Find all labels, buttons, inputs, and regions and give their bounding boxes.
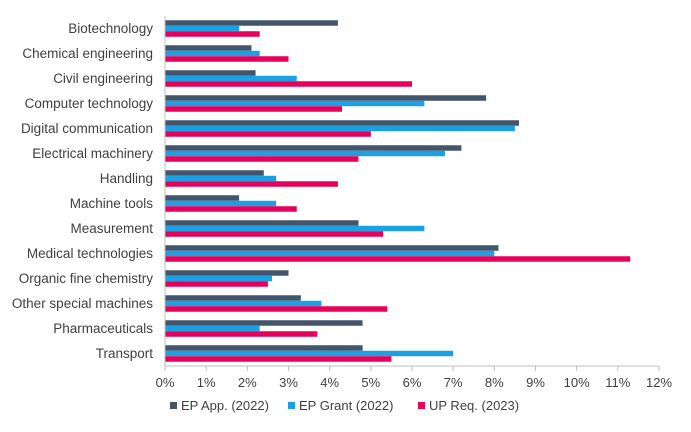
bar-3-4 [165,106,343,112]
x-tick-label: 7% [444,375,463,390]
x-tick-label: 12% [646,375,672,390]
category-labels: Biotechnology Chemical engineering Civil e… [12,21,153,361]
bar-2-11 [165,275,273,282]
legend-label: EP Grant (2022) [299,398,393,413]
bar-1-9 [165,220,359,226]
x-tick-label: 5% [361,375,380,390]
category-label: Computer technology [25,96,154,111]
bar-2-7 [165,175,277,182]
bar-3-3 [165,81,412,87]
bars-group [165,20,631,362]
category-label: Handling [100,171,153,186]
bar-1-11 [165,270,289,276]
bar-2-9 [165,225,425,232]
bar-2-14 [165,350,454,357]
bar-1-2 [165,45,252,51]
x-tick-label: 3% [279,375,298,390]
category-label: Other special machines [12,296,153,311]
category-label: Medical technologies [27,246,153,261]
category-label: Transport [96,346,154,361]
x-tick-label: 2% [238,375,257,390]
category-label: Digital communication [21,121,153,136]
category-label: Electrical machinery [32,146,153,161]
x-axis-ticks: 0% 1% 2% 3% 4% 5% 6% 7% 8% 9% 10% 11% 12% [156,366,672,390]
category-label: Machine tools [70,196,154,211]
bar-1-8 [165,195,240,201]
bar-3-5 [165,131,371,137]
bar-2-2 [165,50,260,57]
bar-1-4 [165,95,487,101]
bar-3-12 [165,306,388,312]
bar-2-10 [165,250,495,257]
x-tick-label: 4% [320,375,339,390]
x-tick-label: 1% [197,375,216,390]
bar-1-6 [165,145,462,151]
legend-swatch [170,402,177,409]
bar-2-13 [165,325,260,332]
bar-1-7 [165,170,264,176]
category-label: Biotechnology [68,21,153,36]
x-tick-label: 11% [605,375,630,390]
category-label: Civil engineering [53,71,153,86]
bar-2-6 [165,150,445,157]
category-label: Organic fine chemistry [19,271,154,286]
x-tick-label: 10% [564,375,590,390]
x-tick-label: 0% [156,375,175,390]
x-tick-label: 6% [403,375,422,390]
bar-3-14 [165,356,392,362]
bar-1-10 [165,245,499,251]
bar-2-1 [165,25,240,32]
bar-3-10 [165,256,631,262]
bar-1-14 [165,345,363,351]
bar-2-3 [165,75,297,82]
bar-3-8 [165,206,297,212]
bar-2-5 [165,125,515,132]
bar-1-13 [165,320,363,326]
bar-2-12 [165,300,322,307]
x-tick-label: 8% [485,375,504,390]
bar-3-2 [165,56,289,62]
bar-3-1 [165,31,260,37]
legend: EP App. (2022) EP Grant (2022) UP Req. (20… [170,398,519,413]
bar-3-7 [165,181,338,187]
bar-1-12 [165,295,301,301]
bar-3-11 [165,281,268,287]
category-label: Measurement [70,221,153,236]
bar-1-3 [165,70,256,76]
legend-swatch [288,402,295,409]
bar-2-8 [165,200,277,207]
category-label: Chemical engineering [22,46,153,61]
bar-2-4 [165,100,425,107]
category-label: Pharmaceuticals [53,321,153,336]
bar-3-9 [165,231,384,237]
bar-1-5 [165,120,520,126]
legend-label: EP App. (2022) [181,398,269,413]
bar-3-13 [165,331,318,337]
legend-swatch [418,402,425,409]
bar-1-1 [165,20,338,26]
x-tick-label: 9% [526,375,545,390]
legend-label: UP Req. (2023) [429,398,519,413]
bar-3-6 [165,156,359,162]
